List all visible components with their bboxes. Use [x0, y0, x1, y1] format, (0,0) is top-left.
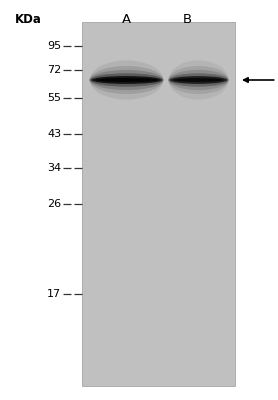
Text: KDa: KDa [15, 13, 42, 26]
Ellipse shape [90, 70, 163, 90]
Ellipse shape [168, 66, 229, 94]
Text: 55: 55 [47, 93, 61, 103]
Ellipse shape [90, 60, 163, 100]
Ellipse shape [90, 73, 163, 87]
Ellipse shape [91, 76, 162, 84]
Ellipse shape [168, 60, 229, 100]
Ellipse shape [168, 73, 229, 87]
Text: 26: 26 [47, 199, 61, 209]
Ellipse shape [168, 70, 229, 90]
Text: 43: 43 [47, 129, 61, 139]
Ellipse shape [170, 76, 227, 84]
FancyBboxPatch shape [82, 22, 235, 386]
Ellipse shape [173, 78, 224, 82]
Text: A: A [122, 13, 131, 26]
Ellipse shape [96, 78, 157, 82]
Text: 17: 17 [47, 289, 61, 299]
Ellipse shape [90, 66, 163, 94]
Text: 34: 34 [47, 163, 61, 173]
Text: 72: 72 [47, 65, 61, 75]
Text: 95: 95 [47, 41, 61, 51]
Text: B: B [182, 13, 191, 26]
